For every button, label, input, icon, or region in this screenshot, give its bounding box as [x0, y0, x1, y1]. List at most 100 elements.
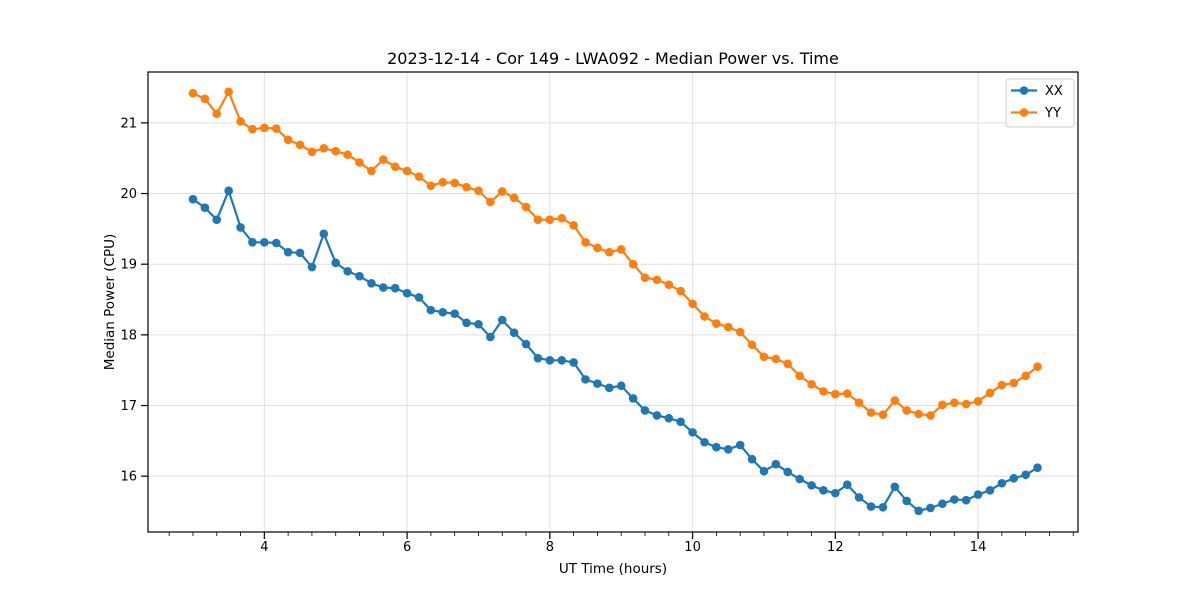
series-xx-marker — [890, 482, 900, 492]
series-yy-marker — [474, 186, 483, 196]
series-yy-marker — [854, 398, 864, 407]
series-yy-marker — [604, 247, 614, 257]
series-yy-marker — [200, 94, 210, 104]
y-tick-label: 17 — [120, 399, 137, 414]
series-yy-marker — [712, 319, 721, 328]
series-xx-marker — [379, 283, 388, 292]
series-xx-marker — [759, 466, 769, 476]
series-xx-marker — [652, 411, 662, 420]
series-xx-marker — [497, 315, 507, 325]
series-xx-marker — [438, 307, 448, 317]
series-yy-marker — [735, 327, 745, 337]
x-tick-label: 4 — [260, 540, 268, 555]
series-yy-marker — [640, 273, 650, 282]
series-yy-marker — [985, 388, 995, 398]
series-xx-marker — [200, 203, 210, 212]
series-yy-marker — [212, 109, 222, 118]
series-yy-marker — [866, 408, 876, 417]
series-yy-marker — [581, 237, 590, 247]
series-yy-marker — [676, 286, 685, 296]
series-xx-marker — [426, 305, 436, 315]
series-yy-line — [191, 90, 1039, 417]
series-yy-marker — [664, 280, 674, 289]
series-xx-marker — [616, 381, 626, 391]
series-yy-marker — [807, 380, 816, 389]
series-xx-marker — [1009, 473, 1019, 483]
series-xx-marker — [569, 358, 578, 367]
series-yy-marker — [521, 202, 531, 212]
series-yy-marker — [414, 172, 424, 181]
series-yy-marker — [628, 259, 638, 269]
series-xx-marker — [700, 437, 709, 447]
series-xx-marker — [402, 288, 412, 298]
series-yy-marker — [379, 155, 388, 164]
series-xx-marker — [212, 215, 222, 224]
x-tick-label: 14 — [970, 540, 987, 555]
series-xx-marker — [795, 474, 804, 484]
series-xx-marker — [771, 459, 781, 469]
series-xx-marker — [1033, 463, 1042, 472]
series-xx-marker — [545, 355, 555, 365]
y-tick-label: 18 — [120, 328, 137, 343]
series-yy-marker — [938, 400, 947, 410]
series-yy-marker — [557, 213, 567, 223]
series-xx-marker — [842, 480, 852, 489]
series-yy-marker — [973, 396, 983, 406]
series-xx-marker — [712, 442, 721, 452]
series-xx-marker — [926, 503, 935, 513]
series-xx-marker — [854, 493, 864, 502]
series-yy-marker — [390, 162, 400, 171]
series-yy-marker — [795, 371, 804, 381]
series-yy-marker — [747, 340, 757, 350]
series-xx-marker — [521, 339, 531, 349]
series-xx-marker — [593, 379, 602, 388]
series-yy-marker — [878, 410, 888, 420]
series-yy-marker — [771, 354, 781, 364]
series-xx-marker — [319, 229, 329, 239]
series-yy-marker — [236, 117, 245, 126]
series-xx-marker — [783, 467, 793, 477]
legend-item-yy: YY — [1011, 106, 1061, 121]
series-yy-marker — [343, 150, 352, 159]
series-yy-marker — [533, 215, 543, 224]
series-yy-marker — [283, 135, 293, 145]
series-xx-marker — [390, 283, 400, 293]
series-xx-marker — [331, 258, 341, 268]
series-yy-marker — [569, 221, 578, 230]
series-yy-marker — [402, 166, 412, 176]
series-xx-marker — [938, 499, 947, 509]
series-xx-marker — [914, 506, 923, 516]
series-yy-marker — [950, 398, 959, 407]
series-yy-marker — [1021, 371, 1030, 381]
series-yy-marker — [188, 88, 198, 98]
series-yy-marker — [616, 245, 626, 254]
series-xx-marker — [557, 355, 567, 365]
series-yy-marker — [426, 181, 436, 191]
y-tick-label: 21 — [120, 116, 137, 131]
series-yy — [188, 87, 1042, 420]
series-yy-marker — [367, 166, 376, 176]
x-axis-label: UT Time (hours) — [558, 561, 668, 577]
series-xx-marker — [604, 383, 614, 393]
series-xx-marker — [533, 353, 543, 363]
series-yy-marker — [462, 182, 471, 192]
series-yy-marker — [224, 87, 233, 97]
series-xx-marker — [295, 248, 305, 258]
legend-label: YY — [1044, 106, 1061, 121]
series-yy-marker — [271, 124, 281, 133]
series-yy-marker — [355, 158, 364, 167]
series-yy-marker — [759, 352, 769, 362]
series-yy-marker — [331, 146, 341, 156]
series-xx-marker — [474, 319, 483, 329]
series-xx-marker — [688, 428, 697, 437]
series-xx-marker — [260, 237, 269, 247]
series-xx-marker — [747, 454, 757, 464]
series-yy-marker — [248, 124, 257, 134]
x-tick-label: 12 — [827, 540, 844, 555]
series-yy-marker — [497, 187, 507, 196]
series-yy-marker — [961, 399, 971, 409]
series-xx-marker — [414, 293, 424, 302]
series-xx-marker — [640, 406, 650, 415]
legend-marker-sample — [1019, 108, 1029, 117]
